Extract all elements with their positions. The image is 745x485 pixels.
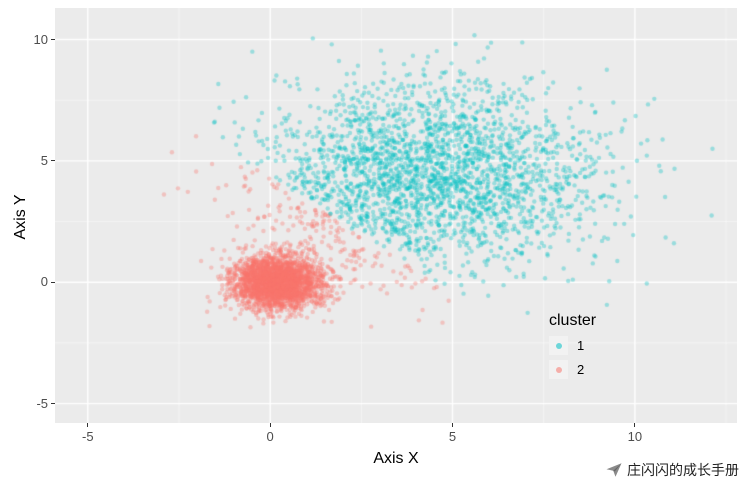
y-tick-label: 5	[40, 152, 48, 168]
legend-key	[549, 336, 568, 355]
legend-label: 1	[577, 338, 585, 353]
legend-entry-2: 2	[549, 360, 596, 379]
watermark-text: 庄闪闪的成长手册	[627, 462, 739, 478]
legend-point-icon	[555, 342, 562, 349]
x-tick-mark	[269, 423, 271, 427]
x-tick-mark	[87, 423, 89, 427]
x-tick-label: -5	[82, 429, 94, 444]
y-tick-mark	[51, 281, 55, 283]
plot-panel	[55, 8, 737, 423]
x-tick-label: 10	[627, 429, 643, 444]
legend-key	[549, 360, 568, 379]
y-axis-title: Axis Y	[12, 194, 29, 240]
y-tick-label: -5	[36, 395, 48, 411]
x-tick-mark	[634, 423, 636, 427]
legend-entry-1: 1	[549, 336, 596, 355]
x-tick-label: 5	[448, 429, 457, 444]
x-tick-label: 0	[266, 429, 274, 444]
y-tick-label: 0	[40, 274, 48, 290]
watermark: 庄闪闪的成长手册	[605, 460, 739, 480]
scatter-canvas	[55, 8, 737, 423]
paper-plane-icon	[606, 463, 622, 477]
legend-point-icon	[555, 366, 562, 373]
x-tick-mark	[452, 423, 454, 427]
legend-label: 2	[577, 362, 585, 377]
y-tick-mark	[51, 403, 55, 405]
legend-title: cluster	[549, 312, 597, 329]
y-tick-mark	[51, 160, 55, 162]
y-tick-mark	[51, 39, 55, 41]
x-axis-title: Axis X	[373, 450, 419, 467]
y-tick-label: 10	[33, 31, 48, 47]
